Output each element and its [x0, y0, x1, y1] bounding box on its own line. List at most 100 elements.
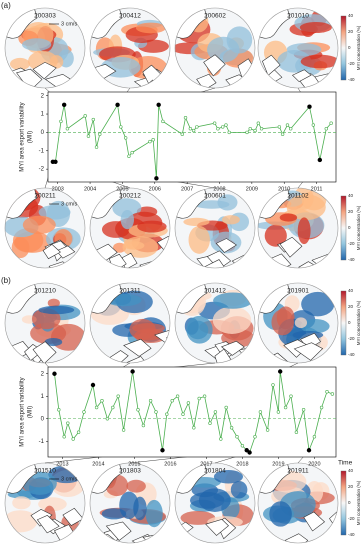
- land: [32, 341, 57, 363]
- colorbar-tick-label: 40: [348, 468, 354, 473]
- concentration-blob: [269, 501, 292, 527]
- x-tick-label: 2005: [116, 186, 128, 192]
- highlight-point: [53, 159, 58, 164]
- map: [5, 283, 85, 363]
- highlight-point: [154, 176, 159, 181]
- land: [284, 533, 309, 543]
- colorbar-label: MYI concentration (%): [356, 480, 361, 525]
- x-tick-label: 2006: [149, 186, 161, 192]
- point: [66, 421, 70, 425]
- map: [175, 8, 255, 88]
- scale-label: 3 cm/s: [61, 201, 77, 207]
- y-tick-label: 1: [41, 394, 45, 400]
- point: [165, 412, 169, 416]
- land: [122, 252, 138, 268]
- colorbar-tick-label: 20: [348, 304, 354, 309]
- point: [136, 408, 140, 412]
- panel-label: (a): [1, 1, 11, 10]
- land: [175, 188, 208, 219]
- y-axis-label: MYI area export variability: [20, 102, 26, 171]
- map-label: 201102: [287, 193, 309, 200]
- colorbar: [340, 195, 347, 261]
- point: [57, 408, 61, 412]
- point: [221, 125, 225, 129]
- point: [283, 405, 288, 410]
- scale-label: 3 cm/s: [61, 21, 77, 27]
- land: [203, 259, 227, 268]
- point: [186, 401, 191, 405]
- map-label: 201412: [204, 288, 226, 295]
- x-tick-label: 2007: [181, 186, 193, 192]
- map: [258, 188, 338, 268]
- point: [94, 145, 99, 149]
- highlight-point: [115, 102, 120, 108]
- concentration-blob: [38, 305, 75, 315]
- point: [256, 121, 261, 125]
- land: [90, 188, 123, 219]
- land: [5, 188, 38, 219]
- x-tick-label: 2015: [128, 461, 140, 467]
- map-label: 201210: [34, 288, 56, 295]
- map: [258, 8, 338, 88]
- point: [280, 132, 285, 136]
- concentration-blob: [300, 319, 330, 334]
- point: [154, 410, 158, 414]
- colorbar-tick-label: -40: [348, 352, 355, 357]
- point: [76, 430, 81, 434]
- x-tick-label: 2017: [200, 461, 212, 467]
- map-label: 200412: [119, 13, 141, 20]
- point: [91, 117, 96, 122]
- map: [5, 188, 85, 268]
- point: [229, 426, 234, 430]
- land: [246, 76, 255, 88]
- point: [240, 444, 245, 448]
- concentration-blob: [294, 317, 308, 329]
- point: [277, 125, 282, 129]
- concentration-blob: [9, 57, 31, 71]
- point: [65, 127, 70, 131]
- point: [224, 123, 228, 127]
- land: [203, 54, 226, 77]
- point: [183, 116, 188, 120]
- concentration-blob: [50, 323, 85, 351]
- concentration-blob: [286, 194, 326, 221]
- concentration-blob: [22, 215, 56, 235]
- colorbar-tick-label: -20: [348, 336, 355, 341]
- point: [191, 128, 196, 133]
- colorbar-tick-label: -20: [348, 516, 355, 521]
- highlight-point: [90, 382, 96, 388]
- series-line: [54, 371, 333, 454]
- point: [219, 437, 223, 441]
- land: [5, 463, 38, 494]
- y-tick-label: -1: [39, 439, 45, 445]
- map: [90, 188, 170, 268]
- x-tick-label: 2016: [164, 461, 176, 467]
- concentration-blob: [12, 496, 31, 510]
- highlight-point: [130, 369, 135, 374]
- colorbar-tick-label: -20: [348, 61, 355, 66]
- point: [285, 123, 290, 127]
- land: [279, 236, 303, 258]
- plot-area: [47, 366, 337, 458]
- colorbar-label: MYI concentration (%): [356, 205, 361, 250]
- concentration-blob: [213, 469, 243, 484]
- y-tick-label: -2: [39, 167, 45, 173]
- point: [301, 408, 306, 412]
- point: [212, 121, 217, 125]
- map-label: 201010: [287, 13, 309, 20]
- land: [327, 535, 338, 543]
- map-label: 201804: [204, 468, 226, 475]
- map-label: 200212: [119, 193, 141, 200]
- concentration-blob: [301, 291, 335, 317]
- colorbar-tick-label: 0: [348, 225, 351, 230]
- point: [294, 430, 299, 434]
- land: [32, 61, 57, 80]
- colorbar: [340, 15, 347, 81]
- concentration-blob: [137, 220, 167, 233]
- colorbar: [340, 290, 347, 356]
- colorbar-tick-label: -40: [348, 77, 355, 82]
- point: [265, 428, 270, 432]
- land: [56, 245, 76, 259]
- map: [5, 8, 85, 88]
- land: [123, 338, 152, 357]
